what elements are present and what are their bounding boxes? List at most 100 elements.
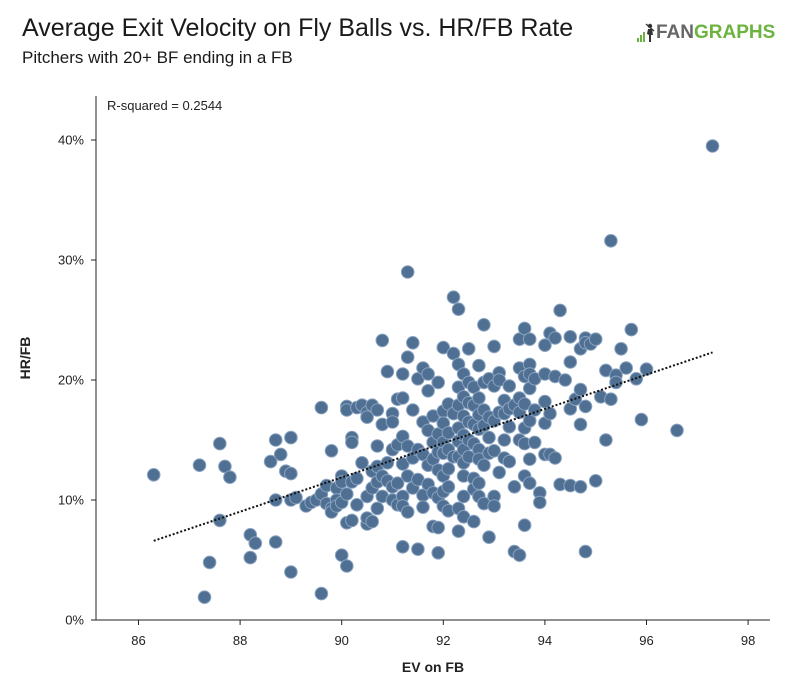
data-point: [614, 342, 628, 356]
data-point: [502, 379, 517, 393]
data-point: [395, 367, 410, 381]
data-point: [350, 498, 364, 512]
data-point: [578, 399, 593, 414]
data-point: [223, 470, 237, 485]
data-point: [350, 471, 364, 486]
data-point: [334, 548, 349, 563]
data-point: [345, 435, 359, 450]
data-point: [502, 420, 517, 434]
data-point: [263, 454, 278, 469]
data-point: [487, 339, 501, 354]
data-point: [517, 397, 532, 411]
logo-text-graphs: GRAPHS: [694, 22, 776, 43]
data-point: [451, 302, 466, 317]
data-point: [324, 444, 339, 458]
data-point: [482, 530, 496, 545]
data-point: [517, 321, 532, 336]
data-point: [573, 382, 588, 397]
data-point: [375, 333, 390, 348]
data-point: [533, 495, 547, 510]
data-point: [345, 513, 359, 528]
data-point: [467, 514, 481, 529]
data-point: [609, 375, 623, 390]
data-point: [538, 394, 552, 409]
data-point: [380, 364, 395, 379]
fangraphs-batter-icon: [637, 23, 655, 42]
data-point: [477, 318, 491, 332]
data-point: [522, 476, 537, 491]
data-point: [507, 480, 522, 494]
data-point: [548, 331, 562, 345]
data-point: [284, 565, 298, 579]
data-point: [573, 480, 588, 494]
data-point: [192, 458, 207, 473]
data-point: [395, 540, 410, 554]
data-point: [461, 342, 476, 356]
axes: 86 88 90 92 94 96 98 0% 10% 20% 30% 40% EV on FB HR/F…: [17, 96, 770, 675]
data-point: [451, 524, 466, 539]
data-point: [512, 548, 527, 563]
data-point: [472, 476, 486, 491]
data-point: [599, 433, 613, 447]
chart-subtitle: Pitchers with 20+ BF ending in a FB: [22, 48, 293, 67]
data-point: [477, 458, 491, 473]
data-point: [395, 457, 410, 471]
data-point: [421, 367, 435, 381]
data-point: [619, 361, 634, 375]
y-tick-label: 30%: [58, 253, 84, 268]
data-point: [248, 536, 263, 551]
data-point: [400, 265, 415, 279]
data-point: [487, 444, 501, 458]
data-point: [522, 452, 537, 467]
data-point: [553, 303, 567, 318]
y-axis-title: HR/FB: [17, 337, 33, 380]
x-tick-label: 92: [436, 633, 450, 648]
data-point: [406, 336, 420, 350]
data-point: [482, 430, 496, 445]
data-point: [604, 234, 618, 248]
data-point: [441, 462, 456, 476]
data-point: [421, 384, 435, 398]
data-point: [390, 476, 405, 491]
data-point: [243, 550, 258, 565]
data-point: [472, 358, 486, 373]
data-point: [558, 373, 573, 387]
data-point: [624, 322, 639, 337]
data-point: [314, 400, 329, 415]
data-point: [416, 500, 430, 515]
data-point: [146, 468, 161, 482]
y-tick-label: 0%: [65, 613, 84, 628]
data-point: [314, 586, 329, 601]
data-point: [431, 546, 446, 560]
data-point: [213, 436, 227, 451]
data-point: [634, 412, 649, 427]
data-point: [573, 417, 588, 432]
data-point: [578, 544, 593, 559]
data-point: [472, 391, 486, 405]
data-points: [146, 139, 720, 605]
data-point: [670, 423, 684, 438]
data-point: [385, 415, 400, 429]
data-point: [517, 518, 532, 533]
x-tick-label: 98: [741, 633, 755, 648]
data-point: [370, 403, 385, 417]
data-point: [197, 590, 212, 605]
data-point: [639, 362, 654, 377]
data-point: [705, 139, 720, 153]
data-point: [289, 490, 303, 505]
data-point: [563, 355, 578, 369]
x-axis-title: EV on FB: [402, 659, 464, 675]
data-point: [395, 391, 410, 405]
x-tick-label: 90: [334, 633, 348, 648]
data-point: [604, 392, 618, 407]
data-point: [340, 487, 354, 501]
data-point: [543, 406, 557, 421]
x-tick-label: 86: [131, 633, 145, 648]
data-point: [431, 520, 446, 535]
data-point: [522, 332, 537, 347]
data-point: [588, 474, 603, 488]
data-point: [406, 403, 420, 417]
data-point: [492, 373, 507, 387]
data-point: [370, 439, 385, 453]
